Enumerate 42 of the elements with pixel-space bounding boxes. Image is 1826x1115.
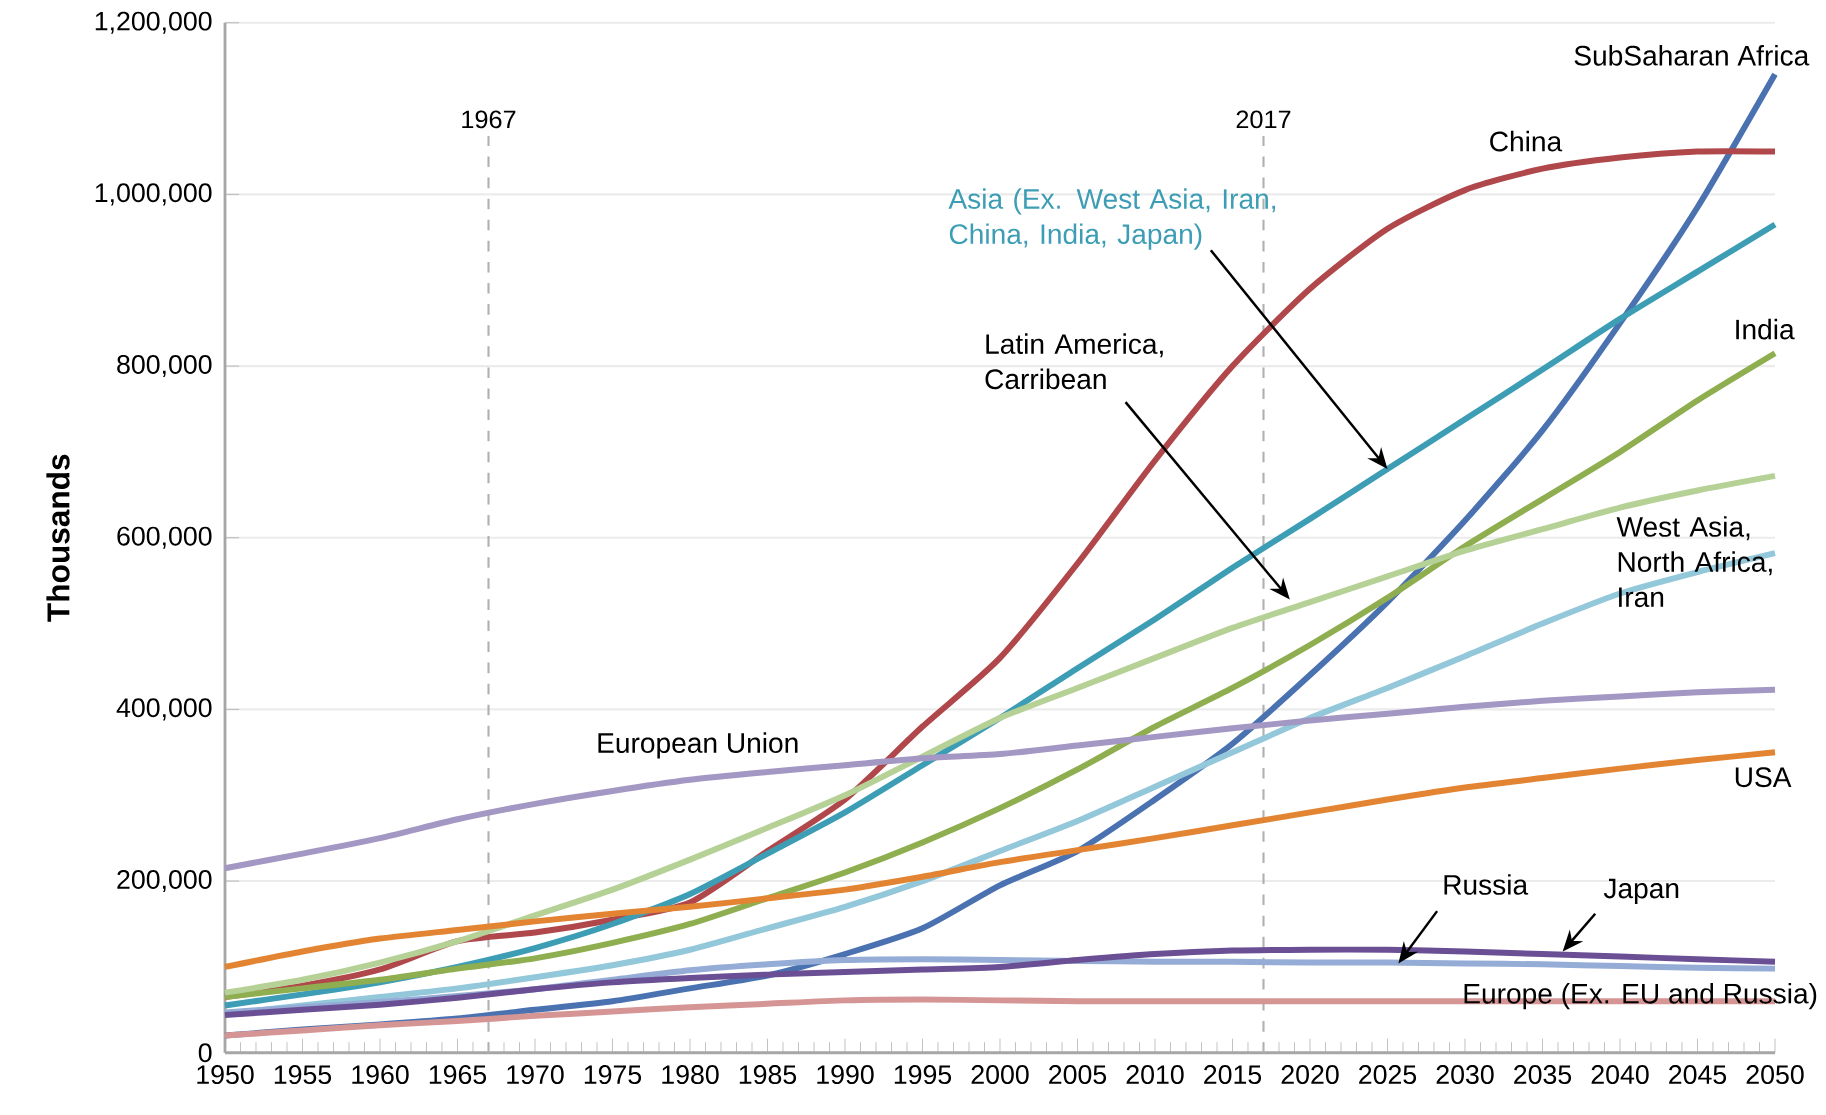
x-tick-label: 1995 — [894, 1065, 952, 1085]
x-tick-label: 2020 — [1281, 1065, 1339, 1085]
x-tick-label: 2005 — [1049, 1065, 1107, 1085]
series-label: European Union — [598, 732, 798, 759]
x-tick-label: 2045 — [1669, 1065, 1727, 1085]
series-label: India — [1736, 318, 1795, 340]
series-label: Japan — [1603, 878, 1679, 905]
x-tick-label: 1960 — [352, 1065, 409, 1085]
y-tick-label: 200,000 — [117, 870, 212, 893]
y-tick-label: 600,000 — [117, 526, 212, 549]
y-tick-label: 1,200,000 — [95, 11, 212, 34]
y-tick-label: 400,000 — [116, 698, 212, 721]
x-tick-label: 1985 — [739, 1065, 797, 1085]
ref-line-label: 1967 — [462, 110, 516, 129]
series-label: SubSaharan Africa — [1574, 45, 1810, 66]
series-label: West Asia, North Africa, Iran — [1616, 516, 1772, 608]
x-tick-label: 1965 — [429, 1065, 487, 1085]
x-tick-label: 2030 — [1436, 1065, 1494, 1085]
x-tick-label: 1975 — [584, 1065, 642, 1085]
series-label: USA — [1735, 767, 1792, 788]
x-tick-label: 1950 — [197, 1065, 254, 1085]
x-tick-label: 1980 — [662, 1065, 719, 1085]
x-tick-label: 2025 — [1359, 1065, 1417, 1085]
y-tick-label: 1,000,000 — [95, 183, 212, 206]
series-label: Europe (Ex. EU and Russia) — [1464, 983, 1817, 1010]
text: Russia — [1444, 874, 1529, 895]
x-tick-label: 2010 — [1126, 1065, 1184, 1085]
x-tick-label: 1990 — [817, 1065, 874, 1085]
text: Asia (Ex. West Asia, Iran, China, India, Japan) — [948, 188, 1276, 250]
x-tick-label: 2040 — [1591, 1065, 1649, 1085]
x-tick-label: 2000 — [971, 1065, 1029, 1085]
text: Latin America, Carribean — [985, 333, 1163, 390]
y-tick-label: 800,000 — [117, 355, 212, 378]
y-axis-title: Thousands — [46, 454, 70, 622]
x-tick-label: 2050 — [1746, 1065, 1804, 1085]
ref-line-label: 2017 — [1236, 110, 1291, 129]
x-tick-label: 2015 — [1204, 1065, 1262, 1085]
y-tick-label: 0 — [198, 1043, 212, 1063]
x-tick-label: 1970 — [507, 1065, 564, 1085]
series-label: China — [1490, 130, 1563, 152]
x-tick-label: 2035 — [1514, 1065, 1572, 1085]
x-tick-label: 1955 — [274, 1065, 332, 1085]
